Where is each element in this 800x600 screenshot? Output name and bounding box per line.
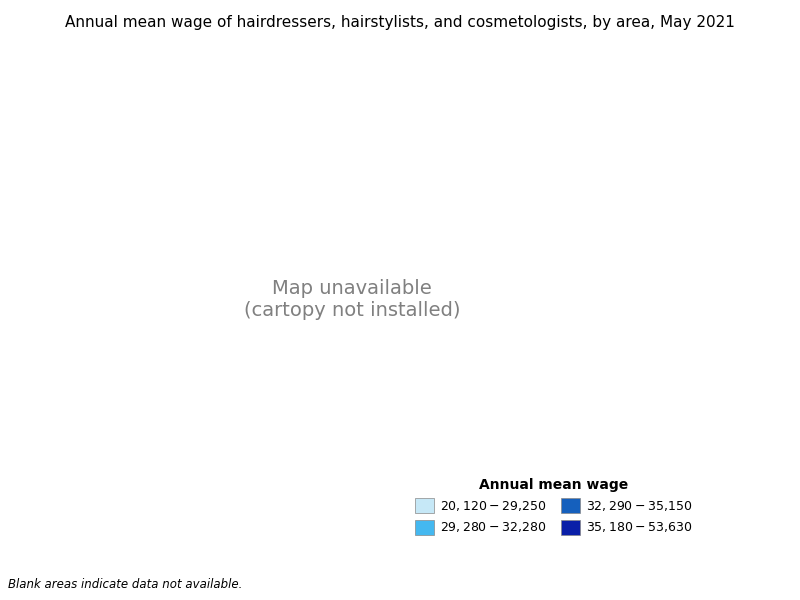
Text: Blank areas indicate data not available.: Blank areas indicate data not available.: [8, 578, 242, 591]
Text: Map unavailable
(cartopy not installed): Map unavailable (cartopy not installed): [244, 280, 460, 320]
Text: Annual mean wage of hairdressers, hairstylists, and cosmetologists, by area, May: Annual mean wage of hairdressers, hairst…: [65, 15, 735, 30]
Legend: $20,120 - $29,250, $29,280 - $32,280, $32,290 - $35,150, $35,180 - $53,630: $20,120 - $29,250, $29,280 - $32,280, $3…: [410, 473, 698, 540]
